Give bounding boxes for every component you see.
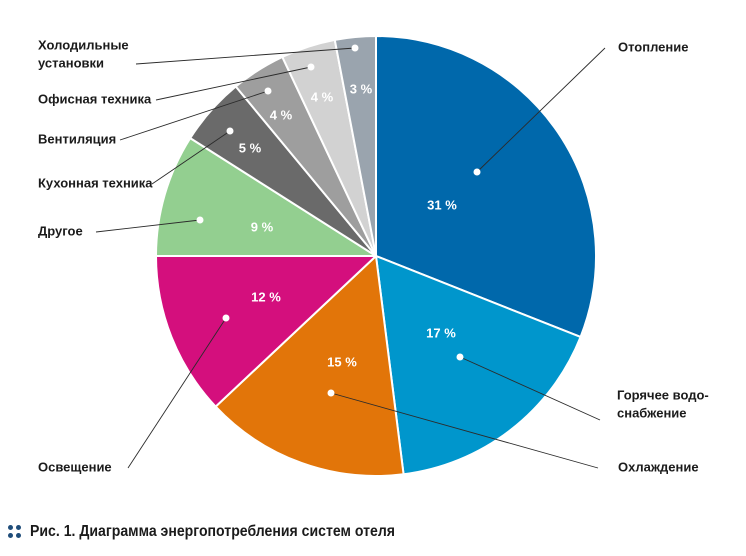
category-label-кухонная-техника: Кухонная техника [38,175,153,190]
leader-line-8 [155,66,312,101]
leader-line-2 [459,356,601,421]
leader-line-4 [127,317,227,469]
caption-text: Рис. 1. Диаграмма энергопотребления сист… [30,523,395,540]
leader-line-3 [330,392,599,469]
dots-icon [8,525,22,539]
leader-dot-5 [196,216,204,224]
category-label-вентиляция: Вентиляция [38,131,116,146]
value-label-3: 15 % [327,354,357,369]
value-label-4: 12 % [251,289,281,304]
value-label-7: 4 % [270,107,293,122]
leader-line-7 [119,90,269,141]
leader-dot-9 [351,44,359,52]
leader-dot-3 [327,389,335,397]
category-label-холодильные-установки-line-1: Холодильные [38,37,129,52]
category-label-холодильные-установки-line-2: установки [38,55,104,70]
value-label-2: 17 % [426,325,456,340]
figure-caption: Рис. 1. Диаграмма энергопотребления сист… [8,521,445,543]
pie-slice-3 [214,255,405,477]
leader-dot-4 [222,314,230,322]
leader-line-5 [95,219,201,233]
category-label-горячее-водоснабжение-line-1: Горячее водо- [617,387,709,402]
pie-slice-1 [375,35,597,338]
value-label-5: 9 % [251,219,274,234]
value-label-1: 31 % [427,197,457,212]
leader-dot-2 [456,353,464,361]
category-label-охлаждение: Охлаждение [618,459,699,474]
leader-dot-7 [264,87,272,95]
pie-slice-9 [333,35,377,257]
leader-line-1 [476,47,606,173]
leader-dot-8 [307,63,315,71]
category-label-другое: Другое [38,223,83,238]
value-label-8: 4 % [311,89,334,104]
leader-dot-1 [473,168,481,176]
pie-slice-4 [155,255,377,408]
category-label-офисная-техника: Офисная техника [38,91,152,106]
leader-dot-6 [226,127,234,135]
category-label-отопление: Отопление [618,39,689,54]
pie-chart: 31 % 17 % 15 % 12 % 9 % 5 % 4 % 4 % 3 % Отопление… [38,35,709,477]
category-label-освещение: Освещение [38,459,112,474]
leader-line-6 [151,130,231,185]
category-label-горячее-водоснабжение-line-2: снабжение [617,405,687,420]
leader-line-9 [135,47,356,65]
value-label-9: 3 % [350,81,373,96]
pie-slice-5 [155,137,377,257]
value-label-6: 5 % [239,140,262,155]
